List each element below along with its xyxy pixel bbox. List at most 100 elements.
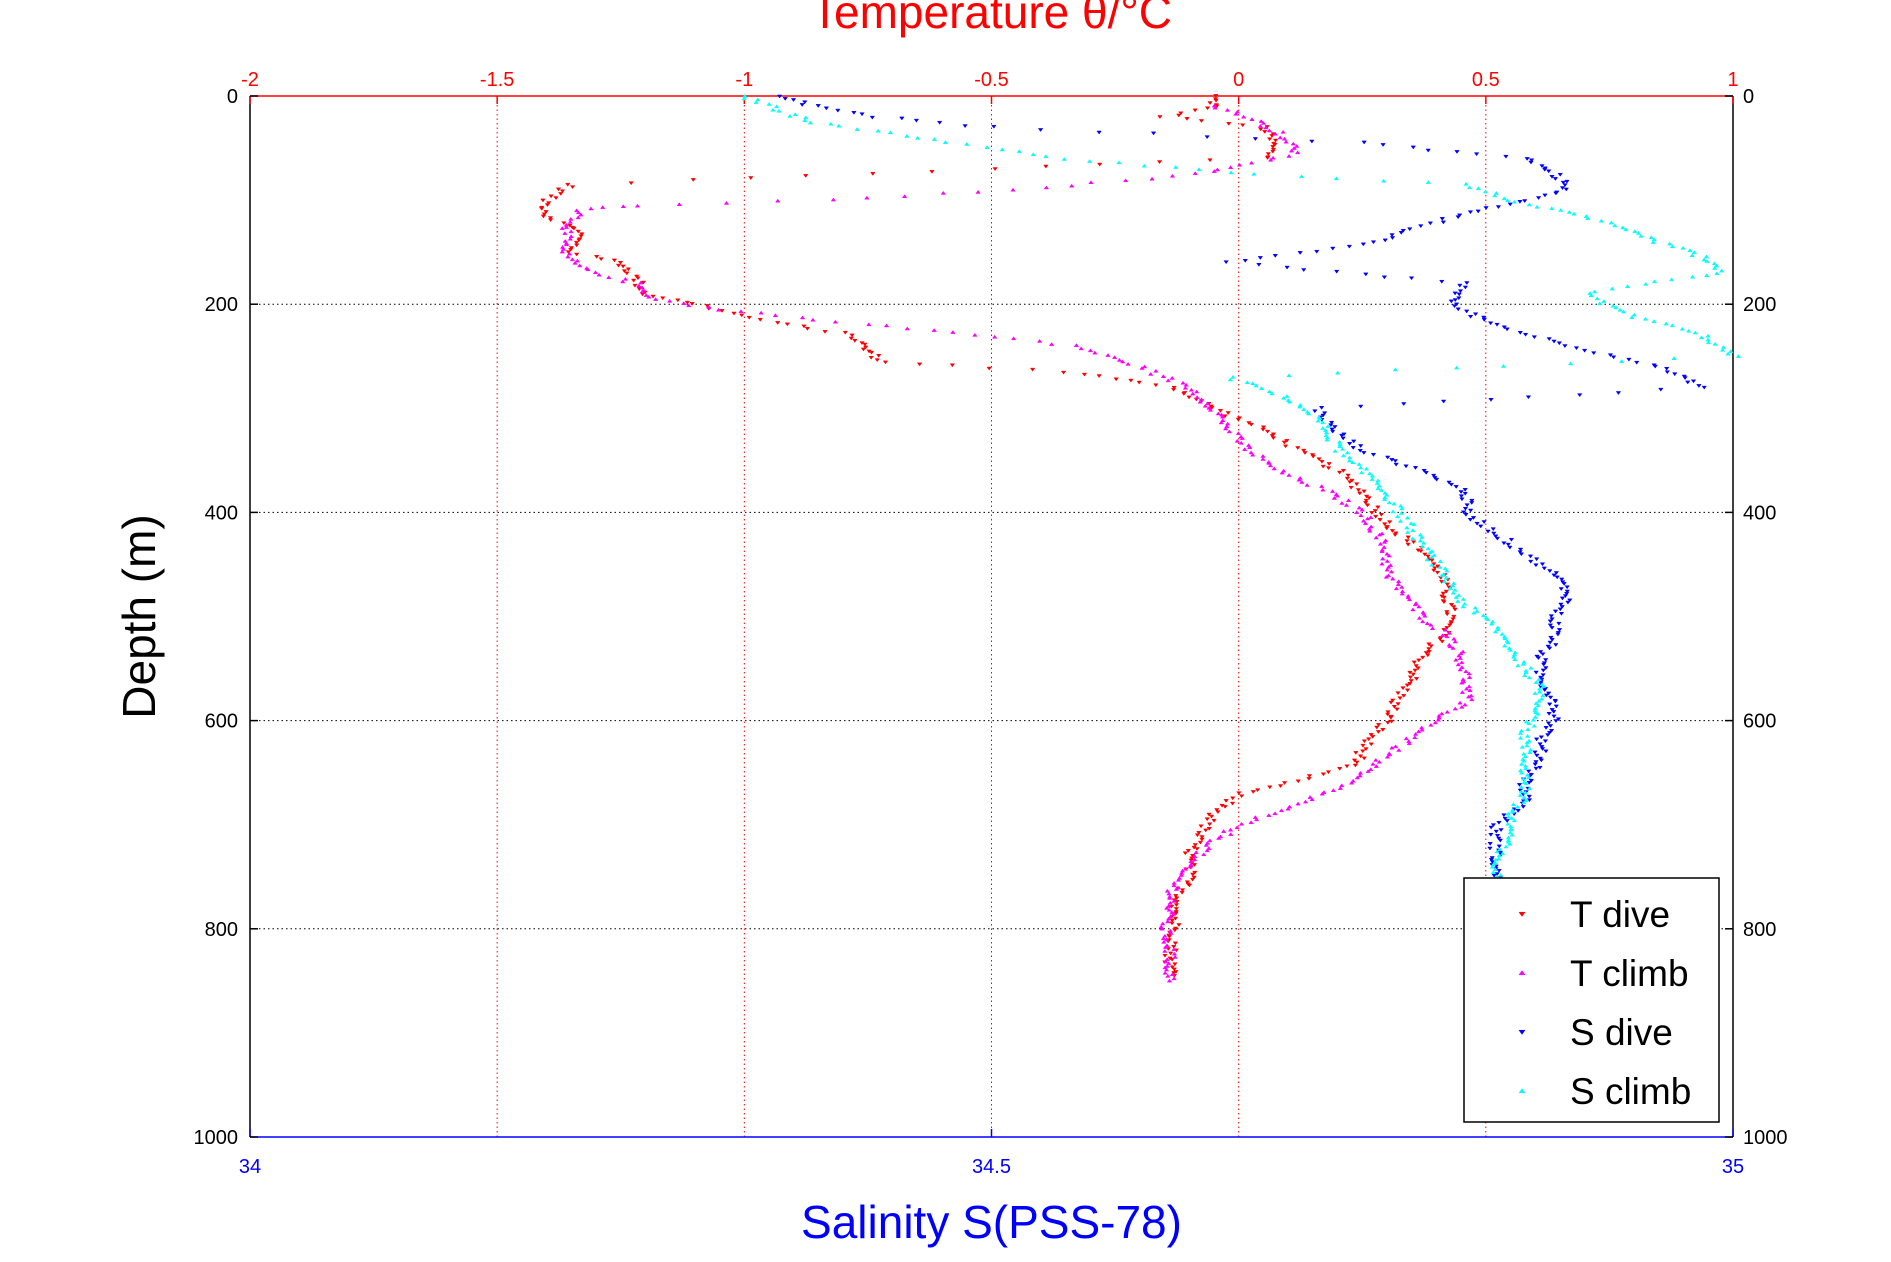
data-point bbox=[1266, 813, 1272, 817]
data-point bbox=[901, 194, 908, 198]
data-point bbox=[1495, 627, 1501, 632]
data-point bbox=[1473, 152, 1480, 157]
temperature-tick-label: 0.5 bbox=[1472, 69, 1500, 91]
data-point bbox=[1459, 680, 1465, 685]
data-point bbox=[1384, 455, 1391, 460]
data-point bbox=[1344, 764, 1350, 769]
data-point bbox=[1400, 229, 1406, 233]
data-point bbox=[1169, 957, 1175, 962]
data-point bbox=[1258, 119, 1264, 123]
data-point bbox=[1257, 256, 1264, 260]
data-point bbox=[1235, 417, 1241, 422]
data-point bbox=[1623, 227, 1629, 232]
data-point bbox=[1518, 552, 1525, 557]
data-point bbox=[715, 307, 722, 312]
data-point bbox=[578, 212, 584, 217]
data-point bbox=[753, 100, 759, 104]
data-point bbox=[548, 194, 554, 199]
data-point bbox=[1526, 738, 1532, 743]
data-point bbox=[1691, 250, 1697, 254]
data-point bbox=[1180, 380, 1186, 385]
data-point bbox=[1468, 693, 1474, 698]
data-point bbox=[1609, 286, 1615, 291]
data-point bbox=[1111, 355, 1118, 359]
data-point bbox=[1324, 437, 1330, 442]
data-point bbox=[1141, 163, 1147, 168]
data-point bbox=[1294, 150, 1301, 155]
data-point bbox=[1270, 149, 1276, 154]
data-point bbox=[1601, 299, 1607, 303]
data-point bbox=[1553, 704, 1560, 709]
data-point bbox=[1467, 314, 1474, 319]
data-point bbox=[1361, 489, 1367, 494]
data-point bbox=[823, 106, 830, 111]
data-point bbox=[1680, 245, 1686, 250]
data-point bbox=[1369, 477, 1375, 481]
data-point bbox=[1703, 254, 1710, 259]
data-point bbox=[1558, 207, 1564, 212]
data-point bbox=[1492, 534, 1499, 539]
data-point bbox=[1543, 693, 1550, 698]
data-point bbox=[540, 214, 547, 219]
data-point bbox=[1494, 536, 1501, 541]
data-point bbox=[964, 141, 970, 146]
data-point bbox=[545, 201, 552, 206]
data-point bbox=[1236, 791, 1242, 796]
data-point bbox=[1463, 513, 1469, 517]
data-point bbox=[1448, 299, 1455, 304]
data-point bbox=[1272, 138, 1279, 143]
data-point bbox=[1487, 321, 1494, 326]
data-point bbox=[1073, 343, 1080, 347]
data-point bbox=[1547, 640, 1553, 645]
data-point bbox=[1370, 453, 1377, 457]
data-point bbox=[1458, 494, 1465, 499]
data-point bbox=[1329, 429, 1336, 434]
data-point bbox=[1171, 967, 1178, 972]
data-point bbox=[1546, 702, 1553, 707]
data-point bbox=[1357, 773, 1363, 778]
data-point bbox=[1425, 653, 1431, 658]
data-point bbox=[1356, 505, 1363, 510]
data-point bbox=[1288, 148, 1295, 153]
data-point bbox=[1376, 759, 1383, 764]
data-point bbox=[1175, 877, 1182, 882]
data-point bbox=[1698, 335, 1705, 340]
data-point bbox=[1501, 325, 1507, 330]
data-point bbox=[1332, 448, 1338, 453]
data-point bbox=[1533, 557, 1540, 562]
data-point bbox=[1298, 174, 1305, 179]
data-point bbox=[1319, 459, 1325, 464]
data-point bbox=[1286, 153, 1292, 158]
ticks: -2 -1.5 -1 -0.5 0 0.5 1 34 34.5 35 0 0 200 200 400 400 6… bbox=[194, 69, 1788, 1178]
data-point bbox=[1296, 477, 1302, 482]
data-point bbox=[1547, 569, 1553, 574]
data-point bbox=[1260, 427, 1266, 432]
data-point bbox=[1462, 702, 1468, 707]
data-point bbox=[1546, 712, 1552, 716]
data-point bbox=[1150, 131, 1157, 136]
data-point bbox=[568, 229, 574, 234]
data-point bbox=[1496, 856, 1502, 861]
data-point bbox=[1248, 820, 1254, 825]
data-point bbox=[1517, 550, 1523, 555]
data-point bbox=[1351, 439, 1357, 444]
data-point bbox=[539, 207, 545, 211]
data-point bbox=[1452, 291, 1458, 296]
data-point bbox=[1540, 693, 1546, 698]
legend-label: T climb bbox=[1570, 953, 1689, 994]
data-point bbox=[1562, 344, 1568, 349]
data-point bbox=[1346, 458, 1353, 463]
data-point bbox=[1419, 727, 1425, 732]
data-point bbox=[1526, 721, 1532, 726]
data-point bbox=[913, 118, 920, 123]
data-point bbox=[1617, 307, 1623, 312]
data-point bbox=[1505, 640, 1511, 645]
data-point bbox=[1097, 162, 1103, 167]
data-point bbox=[1498, 872, 1504, 877]
data-point bbox=[766, 102, 772, 106]
data-point bbox=[1444, 709, 1450, 714]
data-point bbox=[1522, 766, 1529, 770]
data-point bbox=[1153, 368, 1159, 373]
data-point bbox=[1213, 94, 1219, 98]
data-point bbox=[1547, 623, 1554, 628]
